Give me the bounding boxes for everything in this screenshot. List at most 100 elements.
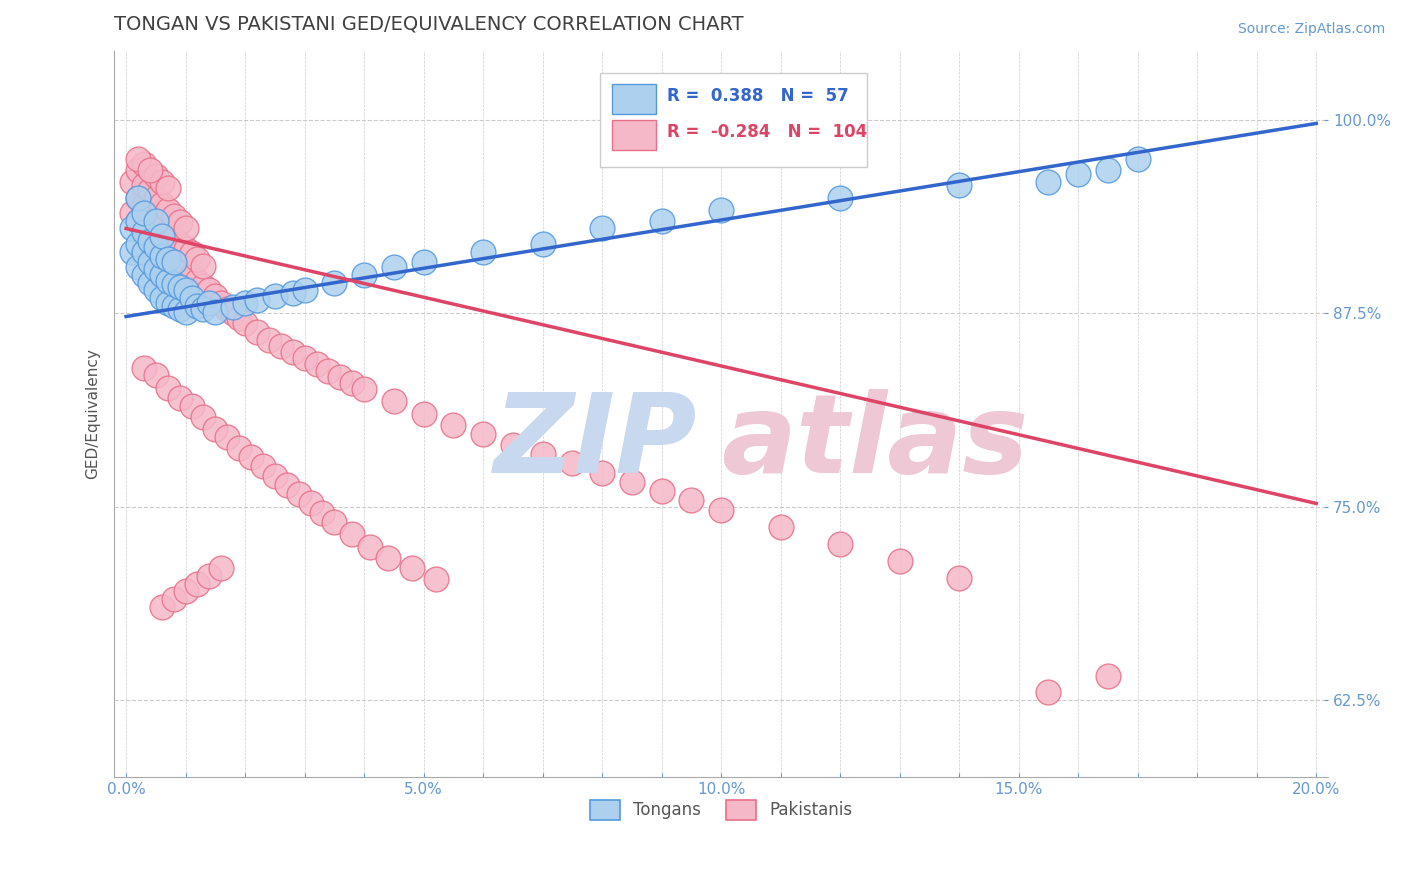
Point — [425, 572, 447, 586]
Text: R =  0.388   N =  57: R = 0.388 N = 57 — [666, 87, 848, 105]
Point — [193, 278, 215, 293]
Point — [382, 394, 405, 409]
Point — [1038, 685, 1060, 699]
Point — [127, 162, 149, 177]
Point — [145, 213, 167, 227]
Point — [294, 283, 316, 297]
Point — [169, 236, 191, 251]
Point — [651, 213, 673, 227]
Point — [186, 274, 208, 288]
Point — [139, 183, 162, 197]
Point — [531, 236, 554, 251]
Point — [830, 191, 852, 205]
FancyBboxPatch shape — [600, 72, 868, 167]
Point — [710, 502, 733, 516]
Point — [198, 283, 221, 297]
Point — [139, 206, 162, 220]
Point — [174, 261, 197, 276]
Point — [186, 299, 208, 313]
Point — [441, 417, 464, 432]
Point — [132, 225, 155, 239]
Point — [127, 152, 149, 166]
Point — [150, 268, 173, 282]
Point — [169, 257, 191, 271]
Point — [145, 234, 167, 248]
Point — [382, 260, 405, 274]
Point — [174, 242, 197, 256]
Point — [132, 178, 155, 193]
Point — [145, 261, 167, 276]
Point — [294, 351, 316, 366]
Point — [169, 301, 191, 316]
Point — [150, 196, 173, 211]
Point — [217, 430, 239, 444]
Point — [169, 392, 191, 406]
Point — [174, 283, 197, 297]
Point — [209, 561, 232, 575]
Point — [156, 295, 179, 310]
Point — [323, 515, 346, 529]
Point — [948, 178, 970, 193]
Point — [257, 333, 280, 347]
Point — [681, 493, 703, 508]
Point — [889, 553, 911, 567]
Point — [246, 325, 269, 339]
Point — [299, 496, 322, 510]
Point — [121, 244, 143, 259]
Point — [412, 407, 434, 421]
FancyBboxPatch shape — [612, 120, 655, 150]
Point — [252, 459, 274, 474]
Point — [1067, 168, 1090, 182]
Point — [246, 293, 269, 307]
Point — [281, 286, 304, 301]
Point — [180, 246, 202, 260]
Point — [174, 221, 197, 235]
Point — [156, 225, 179, 239]
Point — [139, 255, 162, 269]
Point — [145, 240, 167, 254]
Point — [472, 426, 495, 441]
Point — [281, 345, 304, 359]
Point — [132, 198, 155, 212]
Point — [163, 209, 186, 223]
Point — [217, 301, 239, 316]
Point — [156, 252, 179, 267]
Point — [193, 301, 215, 316]
Point — [263, 289, 285, 303]
Point — [132, 268, 155, 282]
Point — [186, 576, 208, 591]
Point — [132, 244, 155, 259]
Point — [163, 252, 186, 267]
Point — [180, 291, 202, 305]
Point — [198, 569, 221, 583]
Point — [502, 438, 524, 452]
Point — [139, 276, 162, 290]
Point — [163, 299, 186, 313]
Point — [193, 259, 215, 273]
Point — [139, 227, 162, 242]
Point — [769, 519, 792, 533]
Point — [150, 175, 173, 189]
Point — [204, 422, 226, 436]
Legend: Tongans, Pakistanis: Tongans, Pakistanis — [583, 793, 859, 827]
Point — [318, 363, 340, 377]
Point — [353, 268, 375, 282]
Point — [359, 540, 381, 554]
Point — [263, 468, 285, 483]
Point — [139, 234, 162, 248]
Point — [132, 206, 155, 220]
Point — [401, 561, 423, 575]
Point — [127, 213, 149, 227]
Point — [323, 276, 346, 290]
Point — [830, 536, 852, 550]
Point — [377, 550, 399, 565]
Point — [127, 260, 149, 274]
Point — [228, 441, 250, 455]
Point — [311, 506, 333, 520]
Point — [353, 382, 375, 396]
Point — [228, 311, 250, 326]
Point — [287, 487, 309, 501]
Point — [222, 300, 245, 314]
Text: R =  -0.284   N =  104: R = -0.284 N = 104 — [666, 123, 866, 141]
Point — [180, 268, 202, 282]
